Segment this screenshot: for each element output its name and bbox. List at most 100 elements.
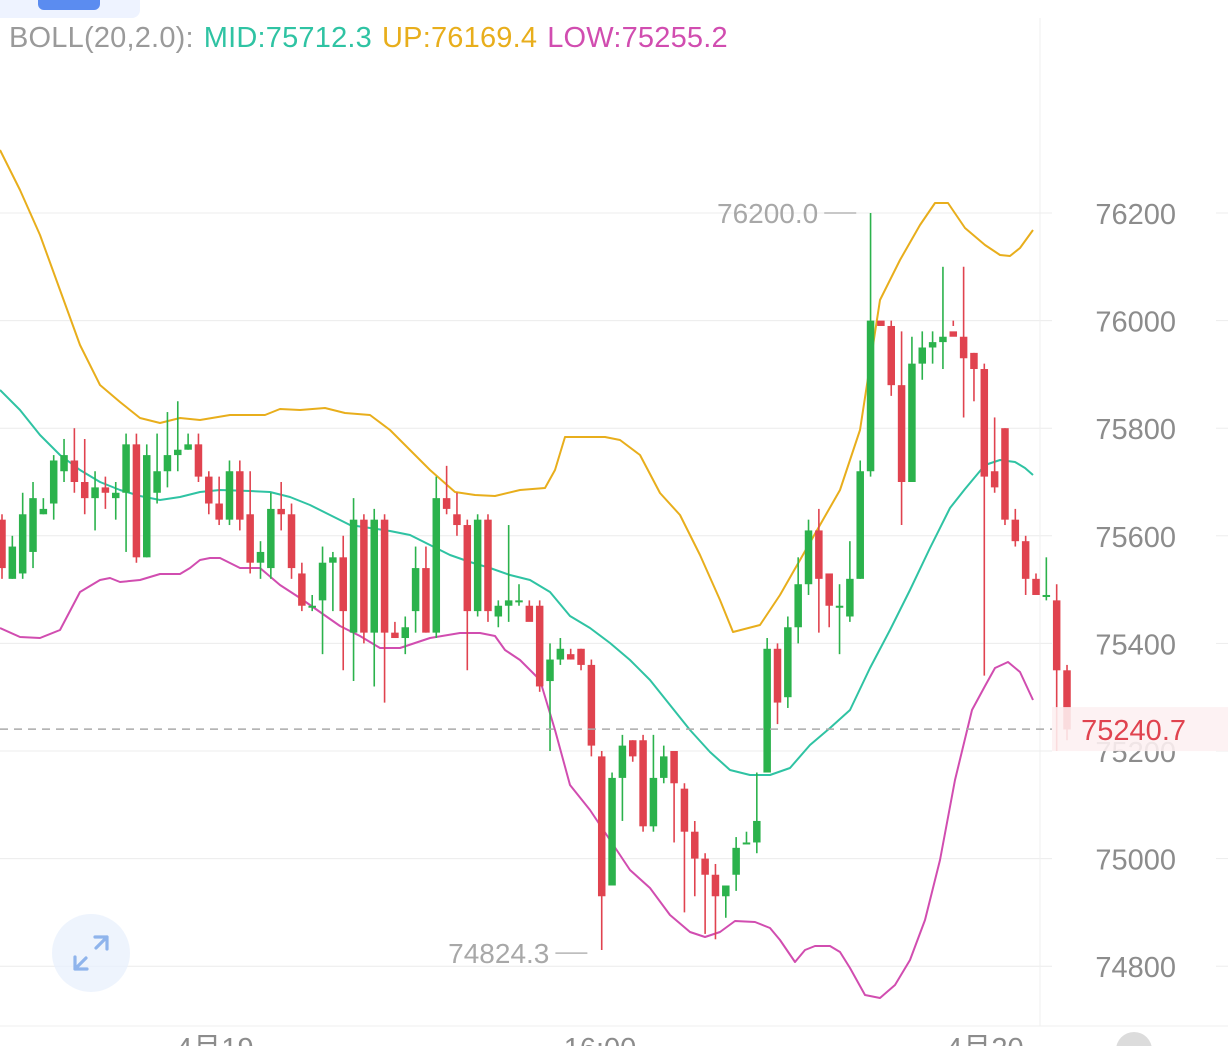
legend-low: LOW:75255.2 (547, 22, 728, 54)
expand-button[interactable] (52, 914, 130, 992)
candle-body-up (722, 885, 730, 897)
boll-mid-line (0, 389, 1034, 776)
candle-body-down (525, 605, 534, 622)
x-tick-label: 16:00 (564, 1033, 637, 1046)
candle-body-up (804, 530, 813, 585)
candle-body-down (680, 788, 689, 832)
candle-body-down (70, 460, 79, 482)
candle-body-up (329, 557, 337, 563)
candle-body-down (484, 519, 492, 612)
candle-body-down (391, 632, 399, 639)
candle-body-up (163, 455, 172, 472)
candle-body-down (287, 514, 296, 569)
y-tick-label: 75400 (1095, 629, 1176, 661)
candle-body-up (918, 347, 927, 364)
candle-body-down (1011, 519, 1020, 542)
candle-body-down (194, 444, 203, 477)
candle-body-down (80, 482, 89, 499)
candle-body-down (422, 568, 430, 633)
candle-body-down (339, 557, 347, 612)
candle-body-down (877, 320, 885, 326)
current-price-label: 75240.7 (1081, 715, 1186, 747)
x-tick-label: 4月19 (176, 1033, 253, 1046)
candle-body-up (546, 659, 554, 682)
candle-body-up (794, 584, 802, 628)
y-tick-label: 76000 (1095, 307, 1176, 339)
current-price-tag-tint (1052, 707, 1228, 752)
candle-body-up (753, 820, 761, 843)
legend-up: UP:76169.4 (382, 22, 538, 54)
candle-body-up (556, 648, 565, 660)
candle-body-down (587, 664, 596, 746)
candle-body-up (349, 519, 358, 633)
candle-body-down (990, 471, 999, 488)
candle-body-down (887, 325, 895, 386)
candle-body-up (494, 605, 503, 617)
candle-body-down (897, 385, 906, 482)
candle-body-up (742, 842, 751, 845)
candle-body-up (29, 498, 37, 552)
candle-body-down (215, 503, 223, 520)
candle-body-down (670, 751, 678, 784)
y-tick-label: 75600 (1095, 522, 1176, 554)
candle-body-up (784, 627, 792, 698)
candle-body-up (504, 600, 513, 606)
candle-body-down (711, 874, 720, 897)
expand-icon (73, 935, 109, 971)
candle-body-up (91, 487, 99, 499)
candle-body-up (8, 546, 17, 579)
candle-body-down (577, 648, 585, 665)
candle-body-down (825, 573, 833, 606)
candle-body-down (236, 471, 244, 520)
candle-body-down (205, 476, 213, 504)
candle-body-down (463, 525, 472, 612)
candle-body-up (856, 471, 864, 579)
candle-body-up (184, 444, 192, 450)
candle-body-down (959, 336, 968, 359)
candle-body-down (360, 519, 368, 633)
candle-body-up (432, 498, 441, 633)
boll-legend: BOLL(20,2.0): MID:75712.3 UP:76169.4 LOW:75… (9, 20, 728, 56)
x-tick-label: 4月20 (946, 1033, 1023, 1046)
candle-body-up (143, 455, 151, 558)
candle-body-down (453, 514, 461, 526)
candle-body-down (628, 740, 637, 757)
candle-body-down (101, 487, 110, 493)
candle-body-down (773, 648, 782, 703)
scroll-indicator[interactable] (1116, 1032, 1152, 1046)
boll-upper-line (0, 149, 1034, 633)
candle-body-down (980, 369, 989, 477)
candle-body-down (815, 530, 823, 579)
candle-body-up (318, 562, 327, 601)
candle-body-up (660, 756, 668, 778)
candle-body-up (835, 605, 844, 608)
max-annotation-label: 76200.0 (717, 198, 818, 229)
candle-body-up (618, 745, 627, 778)
candle-body-up (267, 508, 275, 569)
candle-body-down (277, 508, 285, 515)
candle-body-down (1052, 600, 1061, 671)
candle-body-down (639, 740, 647, 827)
candle-body-up (846, 578, 854, 617)
candle-body-up (49, 460, 58, 504)
candle-body-down (691, 831, 699, 859)
candle-body-up (308, 605, 316, 608)
candle-body-up (225, 471, 234, 520)
y-tick-label: 74800 (1095, 952, 1176, 984)
candle-body-up (866, 320, 875, 472)
candle-body-down (380, 519, 389, 633)
candle-body-up (122, 444, 130, 493)
candle-body-down (535, 605, 544, 687)
candle-body-down (246, 514, 254, 563)
candle-body-down (442, 498, 451, 509)
candle-body-up (763, 648, 771, 773)
active-tab-indicator[interactable] (38, 0, 100, 10)
candle-body-up (649, 777, 658, 827)
candle-body-down (701, 858, 709, 875)
candle-body-up (18, 514, 27, 574)
candle-body-down (1001, 428, 1009, 520)
candle-body-up (111, 492, 120, 499)
candle-body-down (970, 352, 978, 370)
